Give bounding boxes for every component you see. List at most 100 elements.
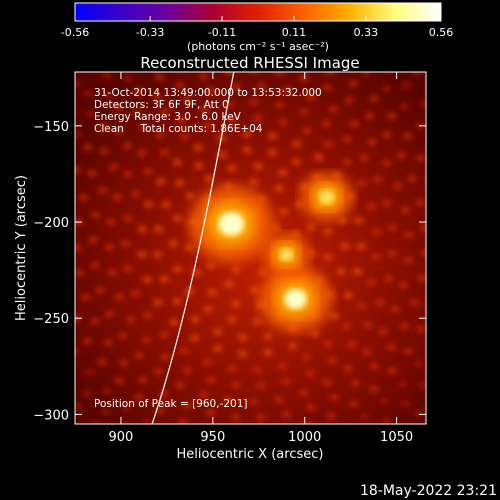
ripple-blob xyxy=(143,168,153,175)
ripple-blob xyxy=(343,292,353,299)
ripple-blob xyxy=(484,252,493,258)
ripple-blob xyxy=(306,404,316,411)
ripple-blob xyxy=(83,90,93,97)
ripple-blob xyxy=(281,378,291,385)
ripple-blob xyxy=(121,404,131,411)
ripple-blob xyxy=(361,431,370,437)
ripple-blob xyxy=(114,104,124,111)
ripple-blob xyxy=(189,335,199,342)
ripple-blob xyxy=(227,316,237,323)
ripple-blob xyxy=(11,148,20,154)
ripple-blob xyxy=(104,92,114,99)
ripple-blob xyxy=(184,244,194,251)
ripple-blob xyxy=(63,191,72,197)
ripple-blob xyxy=(369,385,379,392)
ripple-blob xyxy=(178,418,188,424)
ripple-blob xyxy=(231,300,241,307)
ripple-blob xyxy=(398,380,408,387)
ripple-blob xyxy=(326,413,336,420)
ripple-blob xyxy=(382,159,392,166)
ripple-blob xyxy=(457,130,466,136)
ripple-blob xyxy=(407,175,417,182)
ripple-blob xyxy=(372,228,382,235)
ripple-blob xyxy=(280,477,289,483)
ripple-blob xyxy=(268,133,278,140)
ripple-blob xyxy=(2,172,11,178)
ripple-blob xyxy=(343,365,353,372)
ripple-blob xyxy=(348,80,358,87)
ripple-blob xyxy=(120,240,130,247)
ripple-blob xyxy=(446,292,455,298)
ripple-blob xyxy=(393,182,403,189)
ripple-blob xyxy=(468,153,477,159)
ripple-blob xyxy=(132,109,142,116)
ripple-blob xyxy=(473,126,482,132)
ripple-blob xyxy=(159,479,168,485)
ripple-blob xyxy=(172,266,182,273)
ripple-blob xyxy=(114,377,124,384)
ripple-blob xyxy=(310,330,320,337)
ripple-blob xyxy=(57,241,66,247)
ripple-blob xyxy=(83,338,93,345)
ripple-blob xyxy=(359,154,369,161)
ripple-blob xyxy=(356,302,366,309)
ripple-blob xyxy=(224,72,233,75)
ripple-blob xyxy=(361,72,371,76)
ripple-blob xyxy=(119,359,129,366)
ripple-blob xyxy=(108,164,118,171)
ripple-blob xyxy=(156,178,166,185)
ripple-blob xyxy=(242,147,252,154)
ripple-blob xyxy=(102,388,112,395)
ripple-blob xyxy=(202,358,212,365)
ripple-blob xyxy=(97,358,107,365)
ripple-blob xyxy=(169,319,179,326)
ripple-blob xyxy=(379,398,389,405)
ripple-blob xyxy=(144,201,154,208)
ripple-blob xyxy=(99,148,109,155)
annotation-time-range: 31-Oct-2014 13:49:00.000 to 13:53:32.000 xyxy=(94,87,322,99)
ripple-blob xyxy=(322,379,332,386)
x-tick-label: 1000 xyxy=(288,430,321,445)
ripple-blob xyxy=(212,345,222,352)
ripple-blob xyxy=(44,278,53,284)
ripple-blob xyxy=(122,143,132,150)
ripple-blob xyxy=(453,242,462,248)
ripple-blob xyxy=(388,250,398,257)
ripple-blob xyxy=(242,131,252,138)
ripple-blob xyxy=(143,312,153,319)
ripple-blob xyxy=(58,267,67,273)
ripple-blob xyxy=(337,426,346,432)
ripple-blob xyxy=(73,427,82,433)
ripple-blob xyxy=(305,472,314,478)
ripple-blob xyxy=(447,192,456,198)
ripple-blob xyxy=(90,318,100,325)
ripple-blob xyxy=(400,206,410,213)
chart-title: Reconstructed RHESSI Image xyxy=(140,54,359,72)
ripple-blob xyxy=(420,249,426,256)
ripple-blob xyxy=(336,268,346,275)
ripple-blob xyxy=(255,479,264,485)
ripple-blob xyxy=(91,211,101,218)
ripple-blob xyxy=(463,292,472,298)
ripple-blob xyxy=(429,88,438,94)
ripple-blob xyxy=(75,403,82,410)
plot-frame xyxy=(74,71,427,425)
colorbar-tick-label: 0.11 xyxy=(282,26,307,39)
ripple-blob xyxy=(379,458,388,464)
ripple-blob xyxy=(98,187,108,194)
ripple-blob xyxy=(203,122,213,129)
ripple-blob xyxy=(55,100,64,106)
ripple-blob xyxy=(347,341,357,348)
ripple-blob xyxy=(477,302,486,308)
ripple-blob xyxy=(274,396,284,403)
ripple-blob xyxy=(89,63,98,69)
ripple-blob xyxy=(50,302,59,308)
ripple-blob xyxy=(126,316,136,323)
ripple-blob xyxy=(436,228,445,234)
ripple-blob xyxy=(100,408,110,415)
ripple-blob xyxy=(419,224,426,231)
ripple-blob xyxy=(271,224,281,231)
ripple-blob xyxy=(419,428,428,434)
annotation-energy-range: Energy Range: 3.0 - 6.0 keV xyxy=(94,111,242,123)
